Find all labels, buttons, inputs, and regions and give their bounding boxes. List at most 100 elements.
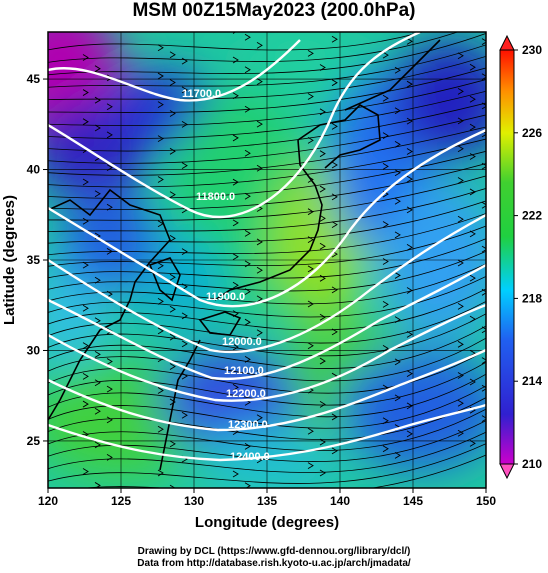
wind-arrow [406, 206, 413, 214]
wind-arrow [319, 64, 326, 71]
y-tick-label: 45 [27, 72, 41, 86]
wind-arrow [394, 66, 401, 74]
wind-arrow [319, 469, 326, 477]
wind-streamline [48, 313, 486, 357]
wind-arrow [481, 357, 486, 364]
wind-arrow [331, 161, 338, 169]
wind-arrow [169, 51, 176, 59]
wind-arrow [232, 470, 239, 478]
wind-arrow [157, 72, 164, 80]
wind-arrow [181, 121, 188, 128]
wind-arrow [457, 259, 464, 267]
wind-arrow [244, 33, 251, 41]
wind-arrow [481, 201, 486, 209]
wind-arrow [169, 235, 176, 242]
wind-arrow [169, 79, 176, 86]
wind-arrow [307, 236, 314, 244]
contour-label: 12000.0 [222, 336, 262, 348]
wind-arrow [232, 178, 239, 186]
colorbar: 210 214 218 222 226 230 [499, 34, 542, 480]
wind-arrow [481, 326, 486, 334]
x-axis-ticks: 120 125 130 135 140 145 150 [38, 488, 496, 508]
wind-arrow [82, 468, 89, 475]
colorbar-gradient [499, 49, 515, 465]
wind-arrow [469, 153, 476, 160]
contour-label: 11700.0 [182, 88, 221, 100]
colorbar-tick-label: 210 [522, 457, 542, 471]
wind-arrow [157, 298, 164, 305]
wind-streamlines [48, 23, 486, 488]
wind-arrow [469, 63, 476, 71]
wind-streamline [48, 300, 486, 344]
wind-arrow [157, 425, 164, 433]
wind-arrow [82, 89, 89, 96]
wind-arrow [307, 49, 314, 57]
height-contours: 11700.0 11800.0 11900.0 12000.0 12100.0 12200… [48, 32, 486, 463]
footer-source: Data from http://database.rish.kyoto-u.a… [137, 558, 411, 569]
wind-arrow [382, 300, 389, 308]
x-tick-label: 130 [184, 494, 204, 508]
wind-arrow [457, 215, 464, 223]
wind-arrow [307, 300, 314, 308]
wind-arrow [406, 331, 413, 338]
y-axis-ticks: 25 30 35 40 45 [27, 72, 48, 448]
wind-arrow [481, 415, 486, 422]
wind-arrow [395, 23, 400, 29]
height-contour [48, 403, 486, 462]
wind-arrow [469, 439, 476, 447]
wind-arrow [457, 177, 464, 184]
wind-arrow [319, 438, 326, 446]
wind-arrow [320, 24, 325, 30]
wind-arrow [319, 185, 326, 193]
wind-arrow [181, 411, 188, 419]
wind-arrow [157, 469, 164, 477]
coastline [344, 39, 441, 111]
wind-arrow [406, 243, 413, 251]
wind-arrow [232, 134, 239, 142]
x-tick-label: 125 [111, 494, 131, 508]
coastline [198, 311, 242, 336]
wind-arrow [82, 54, 89, 61]
x-tick-label: 150 [476, 494, 496, 508]
wind-arrow [469, 123, 476, 131]
wind-arrow [481, 162, 486, 170]
wind-arrow [82, 304, 89, 312]
wind-arrow [232, 92, 239, 100]
contour-label: 11800.0 [196, 191, 235, 203]
colorbar-tick-label: 226 [522, 126, 542, 140]
wind-arrow [394, 107, 401, 115]
wind-arrow [319, 215, 326, 222]
wind-arrow [406, 287, 413, 294]
y-axis-label: Latitude (degrees) [1, 195, 18, 325]
wind-arrow [469, 230, 476, 238]
wind-streamline [48, 385, 486, 429]
coastline [48, 188, 171, 421]
wind-arrow [106, 385, 113, 393]
wind-arrow [319, 274, 326, 282]
wind-arrow [394, 394, 401, 402]
wind-streamline [48, 90, 486, 139]
wind-arrow [169, 440, 176, 448]
wind-streamline [48, 79, 486, 127]
wind-streamline [48, 397, 486, 440]
wind-arrow [394, 358, 401, 366]
wind-arrow [394, 231, 401, 239]
colorbar-tick-label: 218 [522, 291, 542, 305]
wind-arrow [307, 342, 314, 350]
wind-arrow [469, 378, 476, 386]
wind-arrow [94, 96, 101, 104]
height-contour [48, 39, 301, 102]
wind-arrow [394, 316, 401, 324]
wind-arrow [94, 124, 101, 132]
wind-arrow [382, 258, 389, 265]
wind-arrow [406, 370, 413, 377]
y-tick-label: 35 [27, 253, 41, 267]
wind-arrow [244, 288, 251, 295]
wind-streamline [48, 187, 486, 233]
wind-arrow [157, 387, 164, 394]
wind-arrow [94, 441, 101, 449]
height-contour [48, 348, 486, 432]
wind-arrow [106, 453, 113, 461]
wind-arrow [406, 117, 413, 125]
wind-arrow [331, 35, 338, 43]
